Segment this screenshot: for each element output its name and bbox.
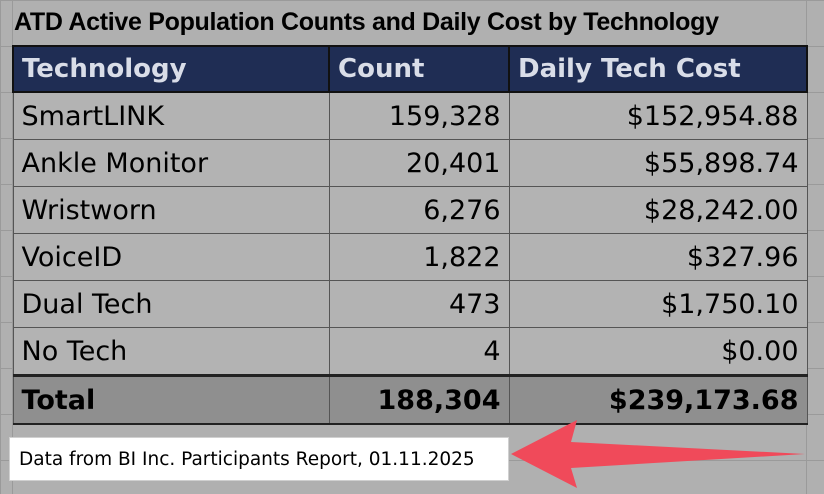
cell-count[interactable]: 4 — [328, 327, 510, 376]
cell-total-label[interactable]: Total — [12, 374, 330, 425]
source-note: Data from BI Inc. Participants Report, 0… — [9, 437, 509, 481]
cell-count[interactable]: 473 — [328, 280, 510, 328]
cell-technology[interactable]: Wristworn — [12, 186, 330, 234]
header-daily-tech-cost[interactable]: Daily Tech Cost — [508, 45, 808, 93]
cell-cost[interactable]: $152,954.88 — [508, 91, 808, 140]
red-arrow-icon — [511, 420, 805, 488]
table-row: Ankle Monitor 20,401 $55,898.74 — [12, 139, 808, 187]
cell-total-count[interactable]: 188,304 — [328, 374, 510, 425]
cell-cost[interactable]: $1,750.10 — [508, 280, 808, 328]
cell-cost[interactable]: $0.00 — [508, 327, 808, 376]
table-row: Dual Tech 473 $1,750.10 — [12, 280, 808, 328]
header-technology[interactable]: Technology — [12, 45, 330, 93]
cell-technology[interactable]: SmartLINK — [12, 91, 330, 140]
technology-table: Technology Count Daily Tech Cost SmartLI… — [12, 45, 808, 425]
cell-cost[interactable]: $55,898.74 — [508, 139, 808, 187]
source-note-text: Data from BI Inc. Participants Report, 0… — [19, 448, 475, 470]
cell-technology[interactable]: Ankle Monitor — [12, 139, 330, 187]
cell-technology[interactable]: No Tech — [12, 327, 330, 376]
table-header-row: Technology Count Daily Tech Cost — [12, 45, 808, 93]
arrow-shape — [511, 420, 805, 488]
cell-cost[interactable]: $28,242.00 — [508, 186, 808, 234]
cell-count[interactable]: 159,328 — [328, 91, 510, 140]
table-total-row: Total 188,304 $239,173.68 — [12, 374, 808, 425]
header-count[interactable]: Count — [328, 45, 510, 93]
cell-count[interactable]: 6,276 — [328, 186, 510, 234]
sheet-title: ATD Active Population Counts and Daily C… — [14, 8, 719, 36]
table-row: No Tech 4 $0.00 — [12, 327, 808, 376]
table-row: SmartLINK 159,328 $152,954.88 — [12, 91, 808, 140]
cell-technology[interactable]: VoiceID — [12, 233, 330, 281]
table-row: Wristworn 6,276 $28,242.00 — [12, 186, 808, 234]
cell-count[interactable]: 20,401 — [328, 139, 510, 187]
table-row: VoiceID 1,822 $327.96 — [12, 233, 808, 281]
cell-cost[interactable]: $327.96 — [508, 233, 808, 281]
cell-technology[interactable]: Dual Tech — [12, 280, 330, 328]
cell-total-cost[interactable]: $239,173.68 — [508, 374, 808, 425]
cell-count[interactable]: 1,822 — [328, 233, 510, 281]
